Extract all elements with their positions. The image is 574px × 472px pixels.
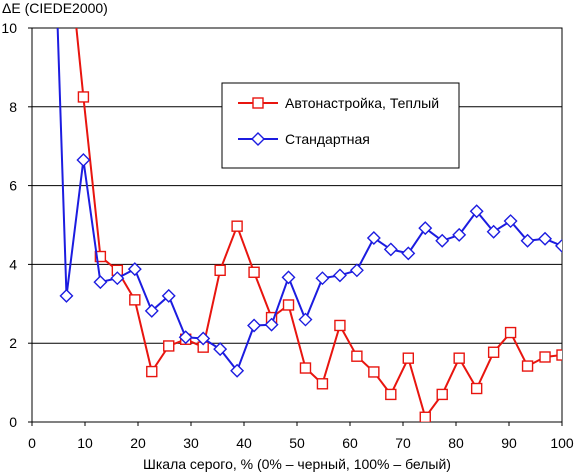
series-layer — [56, 28, 562, 422]
y-axis-ticks: 0 2 4 6 8 10 — [1, 20, 32, 430]
series-2-point — [520, 233, 535, 248]
series-2-point — [213, 342, 228, 357]
x-tick-label: 30 — [183, 435, 199, 451]
series-1-point — [402, 352, 414, 364]
x-tick-label: 100 — [550, 435, 574, 451]
series-2-point — [110, 271, 125, 286]
series-1-point — [282, 299, 295, 311]
series-2-point — [555, 238, 562, 253]
series-2-point — [486, 224, 501, 239]
series-1-point — [94, 250, 107, 263]
series-2-point — [281, 270, 296, 285]
series-1-point — [487, 346, 500, 358]
series-2-point — [383, 242, 398, 257]
series-2-point — [315, 271, 330, 286]
legend-marker-series-1 — [252, 97, 264, 109]
series-2-point — [418, 221, 433, 236]
x-axis-title: Шкала серого, % (0% – черный, 100% – бел… — [143, 456, 451, 472]
series-1-point — [556, 349, 562, 361]
series-1-point — [214, 264, 226, 277]
x-axis-ticks: 0 10 20 30 40 50 60 70 80 90 100 — [28, 422, 574, 451]
x-tick-label: 70 — [395, 435, 411, 451]
legend-box — [221, 82, 460, 169]
series-1-point — [351, 350, 363, 362]
series-1-point — [419, 411, 431, 422]
y-tick-label: 6 — [9, 178, 17, 194]
x-tick-label: 20 — [130, 435, 146, 451]
series-2-point — [264, 317, 279, 332]
x-tick-label: 50 — [289, 435, 305, 451]
series-1-point — [129, 294, 141, 306]
series-2-point — [144, 303, 159, 318]
x-tick-label: 0 — [28, 435, 36, 451]
series-1-point — [334, 319, 346, 332]
y-axis-title: ΔE (CIEDE2000) — [2, 0, 108, 16]
series-2-point — [230, 363, 245, 378]
series-2-point — [298, 312, 313, 327]
series-2-point — [469, 204, 484, 219]
series-2-point — [127, 262, 142, 277]
series-1-point — [470, 382, 483, 395]
series-1-point — [146, 365, 158, 378]
series-2-point — [161, 288, 176, 303]
series-2-point — [366, 231, 381, 245]
series-2-point — [435, 233, 450, 248]
x-tick-label: 40 — [236, 435, 252, 451]
x-tick-label: 10 — [77, 435, 93, 451]
series-1-point — [385, 388, 397, 401]
series-2-point — [196, 331, 211, 346]
legend-label-series-1: Автонастройка, Теплый — [285, 95, 439, 111]
series-1-point — [316, 378, 329, 390]
x-tick-label: 60 — [342, 435, 358, 451]
y-tick-label: 0 — [9, 414, 17, 430]
series-2-point — [349, 263, 364, 278]
series-1-point — [521, 360, 534, 372]
series-1-point — [539, 351, 551, 363]
legend-marker-series-2 — [251, 132, 265, 146]
series-1-point — [436, 388, 448, 401]
legend-label-series-2: Стандартная — [285, 131, 370, 147]
series-2-point — [452, 227, 467, 242]
series-1-point — [504, 326, 517, 339]
series-2-point — [538, 231, 553, 246]
x-tick-label: 80 — [448, 435, 464, 451]
series-1-point — [231, 220, 243, 232]
series-1-point — [299, 362, 312, 374]
series-2-point — [247, 318, 262, 333]
y-tick-label: 8 — [9, 99, 17, 115]
y-tick-label: 2 — [9, 335, 17, 351]
y-tick-label: 10 — [1, 20, 17, 36]
series-1-point — [77, 91, 90, 103]
series-2-point — [93, 275, 108, 290]
x-tick-label: 90 — [501, 435, 517, 451]
series-2-point — [76, 153, 91, 167]
series-1-line — [75, 28, 562, 419]
y-tick-label: 4 — [9, 256, 17, 272]
series-1-point — [248, 266, 260, 278]
series-2-point — [332, 268, 347, 283]
series-1-point — [163, 340, 175, 352]
series-2-point — [503, 214, 518, 229]
series-2-point — [401, 246, 416, 261]
series-1-point — [453, 352, 465, 364]
legend: Автонастройка, Теплый Стандартная — [221, 82, 460, 169]
series-1-point — [368, 366, 380, 378]
series-2-point — [178, 330, 193, 345]
series-2-point — [59, 288, 74, 303]
